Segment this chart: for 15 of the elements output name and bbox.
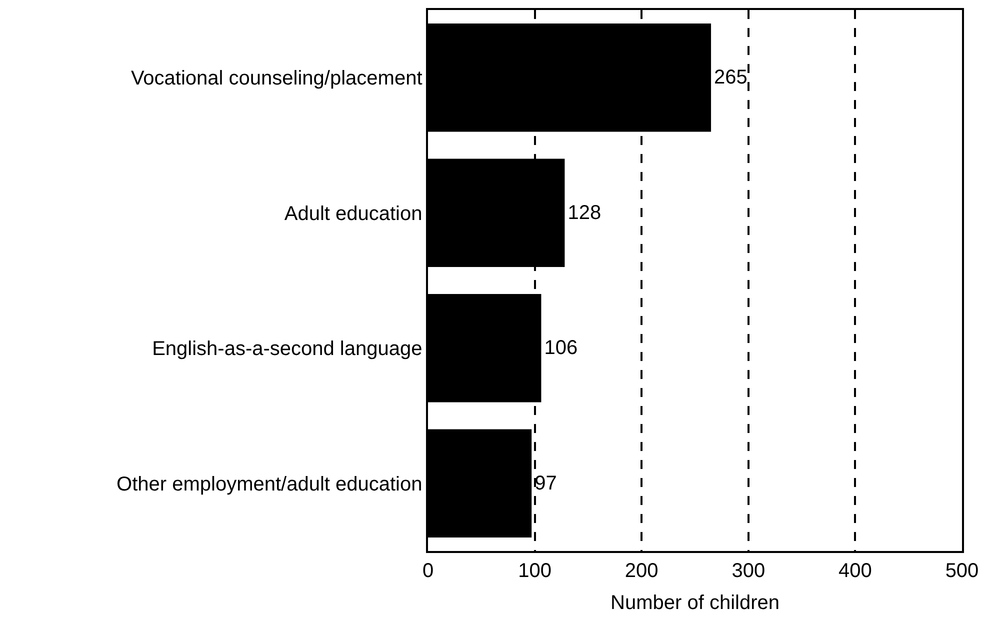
y-tick-label: Vocational counseling/placement: [130, 68, 423, 90]
x-tick-label: 100: [518, 560, 552, 582]
x-tick-label: 500: [945, 560, 979, 582]
y-tick-label: Other employment/adult education: [116, 473, 422, 496]
x-tick-label: 300: [732, 560, 766, 582]
data-label: 265: [714, 66, 748, 89]
y-tick-label: Adult education: [284, 202, 422, 225]
x-tick-label: 400: [838, 560, 872, 582]
data-label: 106: [544, 337, 578, 360]
data-label: 97: [534, 472, 557, 494]
y-tick-label: English-as-a-second language: [152, 338, 422, 360]
x-tick-label: 200: [624, 560, 658, 582]
x-tick-label: 0: [422, 560, 434, 582]
data-label: 128: [568, 202, 602, 224]
x-axis-title: Number of children: [610, 592, 780, 614]
